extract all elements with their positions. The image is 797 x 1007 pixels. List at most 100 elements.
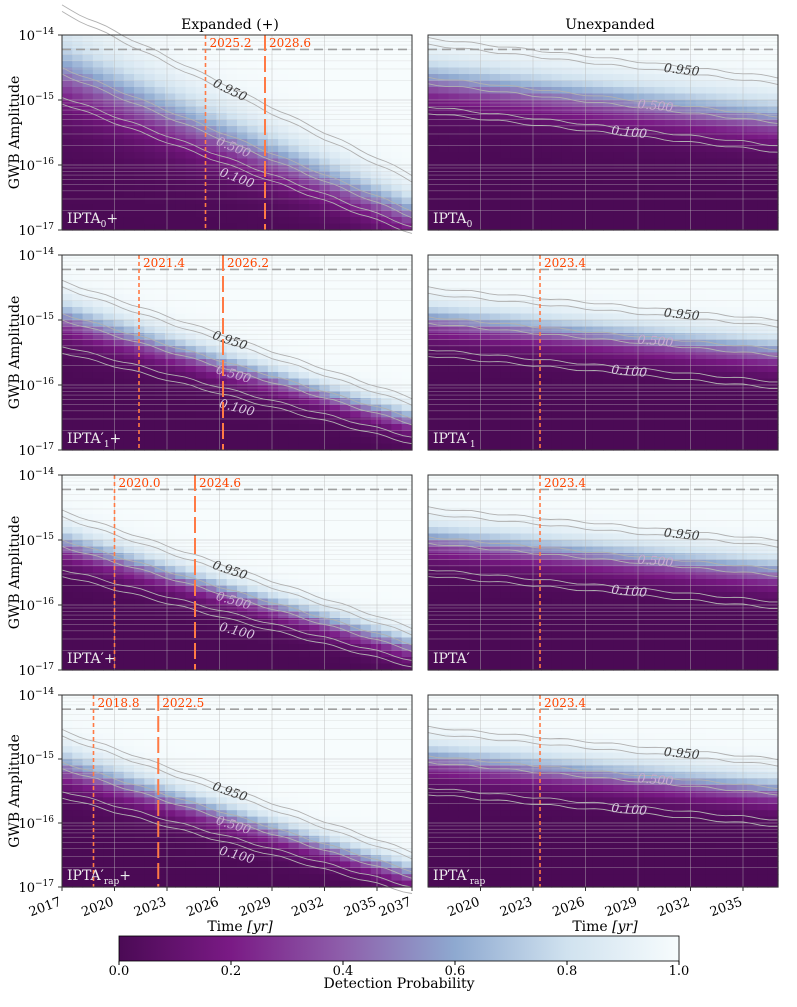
heatmap-cell [237, 365, 248, 373]
heatmap-cell [623, 204, 635, 212]
heatmap-cell [654, 145, 666, 153]
heatmap-cell [716, 359, 728, 367]
heatmap-cell [309, 35, 320, 43]
heatmap-cell [428, 365, 439, 373]
heatmap-cell [164, 398, 176, 406]
heatmap-cell [401, 255, 413, 263]
heatmap-cell [448, 274, 460, 282]
heatmap-cell [520, 204, 532, 212]
heatmap-cell [705, 294, 717, 302]
heatmap-cell [716, 61, 728, 69]
heatmap-cell [134, 644, 145, 652]
heatmap-cell [633, 443, 645, 451]
heatmap-cell [154, 533, 166, 541]
heatmap-cell [226, 520, 238, 528]
heatmap-cell [613, 132, 625, 140]
heatmap-cell [288, 618, 300, 626]
contour-line-0.100 [427, 113, 779, 153]
heatmap-cell [144, 527, 156, 535]
heatmap-cell [726, 93, 738, 101]
heatmap-cell [469, 307, 481, 315]
heatmap-cell [329, 184, 341, 192]
heatmap-cell [448, 281, 460, 289]
heatmap-cell [428, 255, 439, 263]
heatmap-cell [195, 494, 207, 502]
heatmap-cell [428, 339, 439, 347]
heatmap-cell [226, 339, 238, 347]
heatmap-cell [469, 204, 481, 212]
heatmap-cell [62, 533, 73, 541]
heatmap-cell [391, 139, 403, 147]
heatmap-cell [226, 507, 238, 515]
heatmap-cell [350, 126, 362, 134]
heatmap-cell [288, 475, 300, 483]
heatmap-cell [664, 320, 676, 328]
heatmap-cell [288, 579, 300, 587]
heatmap-cell [572, 152, 584, 160]
heatmap-cell [675, 54, 686, 62]
heatmap-cell [541, 385, 553, 393]
heatmap-cell [705, 132, 717, 140]
heatmap-cell [226, 644, 238, 652]
heatmap-cell [716, 100, 728, 108]
heatmap-cell [350, 287, 362, 295]
heatmap-cell [309, 178, 320, 186]
heatmap-cell [654, 74, 666, 82]
heatmap-cell [195, 385, 207, 393]
heatmap-cell [164, 217, 176, 225]
heatmap-cell [592, 255, 604, 263]
heatmap-cell [360, 339, 372, 347]
heatmap-cell [288, 126, 300, 134]
heatmap-cell [257, 184, 269, 192]
heatmap-cell [541, 313, 553, 321]
heatmap-cell [644, 67, 656, 75]
heatmap-cell [92, 585, 104, 593]
heatmap-cell [123, 152, 135, 160]
heatmap-cell [237, 300, 248, 308]
heatmap-cell [541, 217, 553, 225]
heatmap-cell [541, 54, 553, 62]
heatmap-cell [175, 566, 187, 574]
heatmap-cell [541, 281, 553, 289]
heatmap-cell [267, 274, 279, 282]
heatmap-cell [339, 100, 351, 108]
heatmap-cell [103, 437, 115, 445]
heatmap-cell [288, 274, 300, 282]
heatmap-cell [561, 100, 573, 108]
heatmap-cell [226, 294, 238, 302]
heatmap-cell [195, 158, 207, 166]
contour-line-0.950 [61, 286, 413, 406]
heatmap-cell [123, 424, 135, 432]
heatmap-cell [144, 598, 156, 606]
heatmap-cell [113, 294, 125, 302]
heatmap-cell [154, 650, 166, 658]
heatmap-cell [695, 417, 707, 425]
heatmap-cell [175, 339, 187, 347]
heatmap-cell [185, 507, 197, 515]
heatmap-cell [541, 126, 553, 134]
heatmap-cell [582, 359, 594, 367]
heatmap-cell [582, 385, 594, 393]
heatmap-cell [767, 411, 779, 419]
heatmap-cell [530, 184, 542, 192]
heatmap-cell [428, 404, 439, 412]
heatmap-cell [72, 145, 84, 153]
heatmap-cell [664, 385, 676, 393]
heatmap-cell [510, 333, 522, 341]
heatmap-cell [489, 74, 501, 82]
heatmap-cell [103, 210, 115, 218]
heatmap-cell [757, 119, 769, 127]
heatmap-cell [206, 300, 218, 308]
heatmap-cell [226, 553, 238, 561]
heatmap-cell [428, 281, 439, 289]
heatmap-cell [716, 320, 728, 328]
heatmap-cell [479, 152, 491, 160]
heatmap-cell [237, 255, 248, 263]
contour-line-0.950 [61, 4, 413, 176]
heatmap-cell [510, 74, 522, 82]
heatmap-cell [370, 132, 382, 140]
heatmap-cell [500, 287, 511, 295]
heatmap-cell [603, 217, 614, 225]
heatmap-cell [767, 404, 779, 412]
heatmap-cell [92, 191, 104, 199]
